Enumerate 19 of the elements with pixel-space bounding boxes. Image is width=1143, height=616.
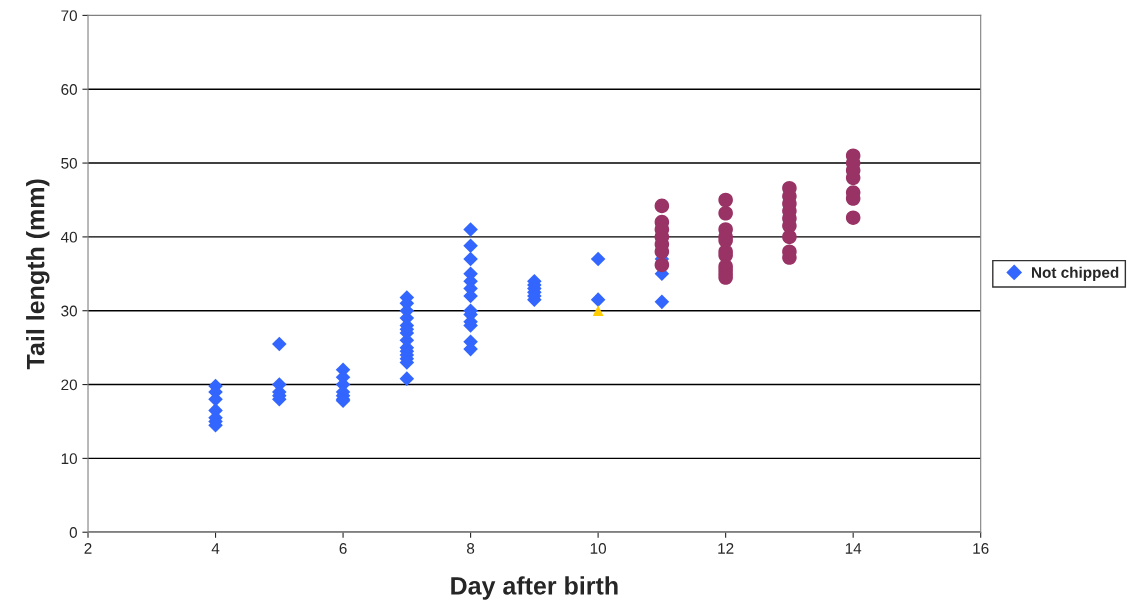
x-tick-label: 6 (339, 543, 347, 554)
x-tick-label: 8 (467, 543, 475, 554)
y-tick-label: 60 (61, 84, 77, 95)
x-tick-label: 16 (973, 543, 989, 554)
x-tick-label: 14 (845, 543, 862, 554)
y-tick-label: 70 (61, 10, 77, 22)
x-tick-label: 10 (590, 543, 607, 554)
x-tick-label: 12 (718, 543, 734, 554)
y-tick-label: 30 (61, 305, 77, 317)
x-tick-label: 2 (84, 543, 92, 554)
y-tick-label: 20 (61, 379, 77, 391)
y-tick-label: 0 (69, 527, 77, 538)
y-tick-label: 40 (60, 231, 77, 243)
y-tick-label: 10 (61, 453, 77, 465)
y-tick-label: 50 (61, 157, 77, 169)
x-axis-title: Day after birth (451, 576, 618, 600)
y-axis-title: Tail length (mm) (26, 179, 50, 370)
legend-label: Not chipped (1032, 266, 1119, 281)
x-tick-label: 4 (211, 543, 220, 554)
